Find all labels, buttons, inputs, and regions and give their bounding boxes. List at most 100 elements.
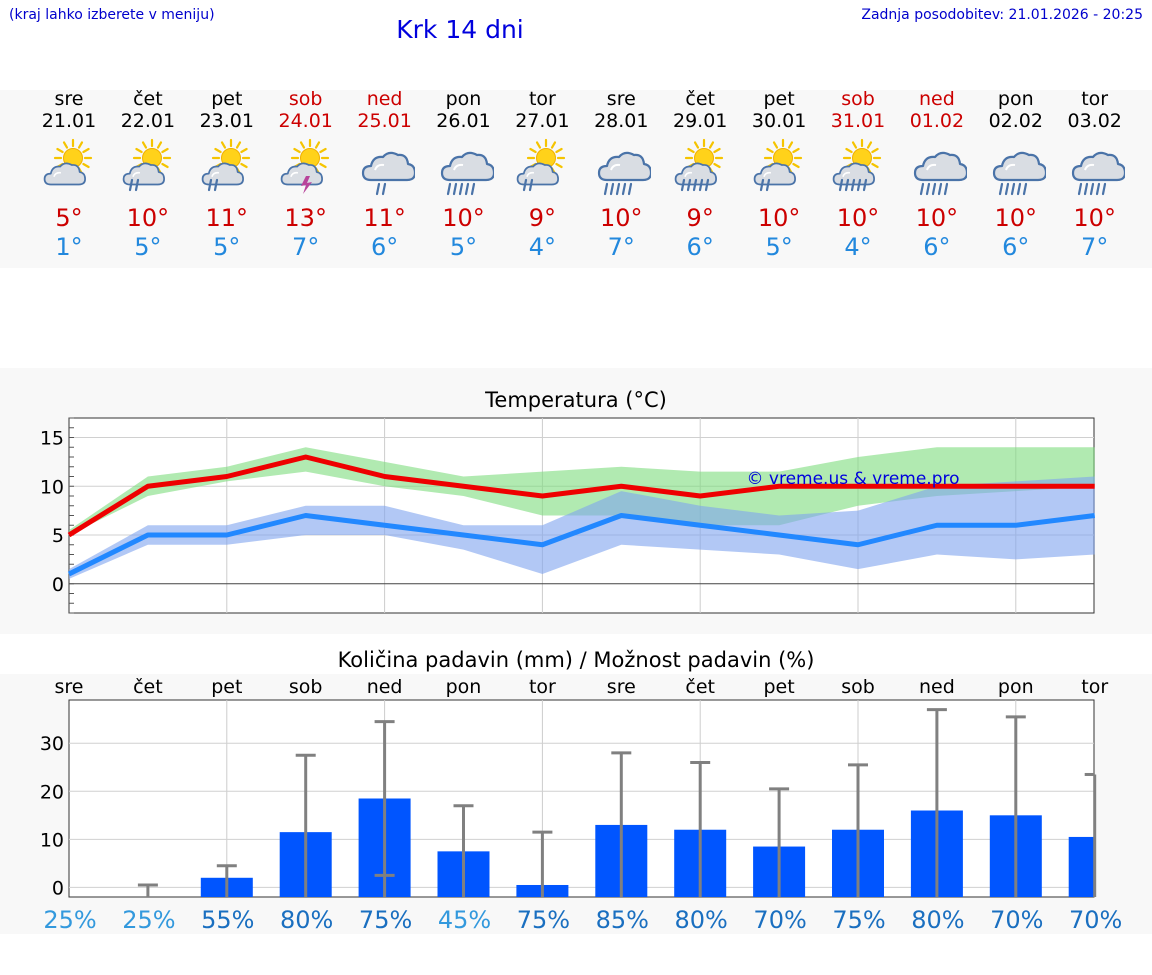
- sun-cloud-heavy-rain-icon: [660, 132, 740, 204]
- day-name: ned: [918, 88, 955, 110]
- day-date: 25.01: [357, 110, 412, 132]
- day-column: pon 02.02 10° 6°: [976, 88, 1056, 262]
- daily-forecast: sre 21.01 5° 1° čet 22.01 10° 5° pet 23.01 11° 5…: [0, 88, 1152, 268]
- y-tick-label: 20: [40, 781, 64, 803]
- day-date: 03.02: [1067, 110, 1122, 132]
- x-tick-label: ned: [367, 676, 403, 698]
- temp-max: 9°: [686, 204, 714, 232]
- cloud-heavy-rain-icon: [581, 132, 661, 204]
- temp-min: 4°: [844, 233, 872, 261]
- cloud-heavy-rain-icon: [424, 132, 504, 204]
- y-tick-label: 10: [40, 829, 64, 851]
- precip-probability: 75%: [359, 906, 412, 934]
- day-name: pet: [763, 88, 795, 110]
- sun-cloud-rain-icon: [739, 132, 819, 204]
- sun-cloud-rain-icon: [108, 132, 188, 204]
- x-tick-label: pet: [763, 676, 794, 698]
- day-date: 23.01: [199, 110, 254, 132]
- temp-max: 10°: [1073, 204, 1116, 232]
- precip-probability: 25%: [122, 906, 175, 934]
- day-name: pon: [445, 88, 482, 110]
- x-tick-label: pon: [446, 676, 482, 698]
- sun-cloud-rain-icon: [502, 132, 582, 204]
- temp-min: 7°: [607, 233, 635, 261]
- day-column: pet 23.01 11° 5°: [187, 88, 267, 262]
- day-column: sre 28.01 10° 7°: [581, 88, 661, 262]
- sun-cloud-icon: [29, 132, 109, 204]
- y-tick-label: 30: [40, 733, 64, 755]
- temp-min: 6°: [686, 233, 714, 261]
- temp-min: 5°: [134, 233, 162, 261]
- day-date: 22.01: [120, 110, 176, 132]
- sun-thunder-icon: [266, 132, 346, 204]
- day-date: 28.01: [594, 110, 649, 132]
- temp-min: 6°: [370, 233, 399, 261]
- day-name: sre: [54, 88, 84, 110]
- temp-max: 10°: [994, 204, 1038, 232]
- temperature-title: Temperatura (°C): [485, 388, 667, 412]
- day-column: ned 01.02 10° 6°: [897, 88, 977, 262]
- x-tick-label: pon: [998, 676, 1034, 698]
- x-tick-label: ned: [919, 676, 955, 698]
- day-column: pon 26.01 10° 5°: [424, 88, 504, 262]
- day-column: pet 30.01 10° 5°: [739, 88, 819, 262]
- temp-max: 10°: [442, 204, 485, 232]
- temp-min: 4°: [528, 233, 557, 261]
- day-date: 26.01: [436, 110, 491, 132]
- temperature-chart: 0 5 10 15 © vreme.us & vreme.pro: [40, 417, 1096, 614]
- temp-min: 7°: [292, 233, 320, 261]
- day-column: ned 25.01 11° 6°: [345, 88, 425, 262]
- precip-probability: 70%: [753, 906, 806, 934]
- day-column: čet 29.01 9° 6°: [660, 88, 740, 262]
- precip-probability: 85%: [596, 906, 649, 934]
- day-date: 21.01: [41, 110, 97, 132]
- temp-max: 5°: [55, 204, 83, 232]
- precip-probability: 55%: [201, 906, 254, 934]
- x-tick-label: sob: [289, 676, 323, 698]
- sun-cloud-rain-icon: [187, 132, 267, 204]
- day-column: sob 31.01 10° 4°: [818, 88, 898, 262]
- y-tick-label: 15: [40, 428, 64, 450]
- day-column: tor 03.02 10° 7°: [1055, 88, 1135, 262]
- day-date: 24.01: [278, 110, 333, 132]
- cloud-heavy-rain-icon: [976, 132, 1056, 204]
- day-name: čet: [133, 88, 163, 110]
- precipitation-title: Količina padavin (mm) / Možnost padavin …: [337, 648, 815, 672]
- temp-max: 11°: [205, 204, 249, 232]
- temp-max: 10°: [836, 204, 880, 232]
- precip-probability: 80%: [675, 906, 728, 934]
- day-date: 02.02: [988, 110, 1043, 132]
- cloud-rain-icon: [345, 132, 425, 204]
- temp-min: 5°: [765, 233, 793, 261]
- precipitation-chart: sre čet pet sob ned pon tor sre čet pet sob ned pon t…: [40, 676, 1123, 934]
- temp-max: 13°: [284, 204, 327, 232]
- temp-max: 10°: [757, 204, 801, 232]
- temp-min: 5°: [213, 233, 241, 261]
- temp-max: 11°: [363, 204, 406, 232]
- page-title: Krk 14 dni: [396, 15, 524, 44]
- day-date: 01.02: [909, 110, 965, 132]
- temp-min: 6°: [1002, 233, 1030, 261]
- cloud-heavy-rain-icon: [1055, 132, 1135, 204]
- precip-bar: [1068, 836, 1094, 897]
- x-tick-label: čet: [685, 676, 715, 698]
- day-column: tor 27.01 9° 4°: [502, 88, 582, 262]
- day-name: čet: [685, 88, 715, 110]
- temp-min: 6°: [923, 233, 951, 261]
- day-column: sob 24.01 13° 7°: [266, 88, 346, 262]
- precip-probability: 80%: [911, 906, 964, 934]
- cloud-heavy-rain-icon: [897, 132, 977, 204]
- day-date: 31.01: [830, 110, 886, 132]
- temp-max: 10°: [600, 204, 643, 232]
- location-hint: (kraj lahko izberete v meniju): [9, 7, 215, 23]
- precip-probability: 45%: [438, 906, 491, 934]
- day-name: pon: [997, 88, 1034, 110]
- day-date: 27.01: [515, 110, 570, 132]
- precip-probability: 25%: [43, 906, 96, 934]
- watermark: © vreme.us & vreme.pro: [746, 469, 959, 489]
- x-tick-label: sre: [55, 676, 84, 698]
- precip-probability: 80%: [280, 906, 333, 934]
- temp-max: 10°: [126, 204, 170, 232]
- day-column: čet 22.01 10° 5°: [108, 88, 188, 262]
- temp-min: 5°: [449, 233, 478, 261]
